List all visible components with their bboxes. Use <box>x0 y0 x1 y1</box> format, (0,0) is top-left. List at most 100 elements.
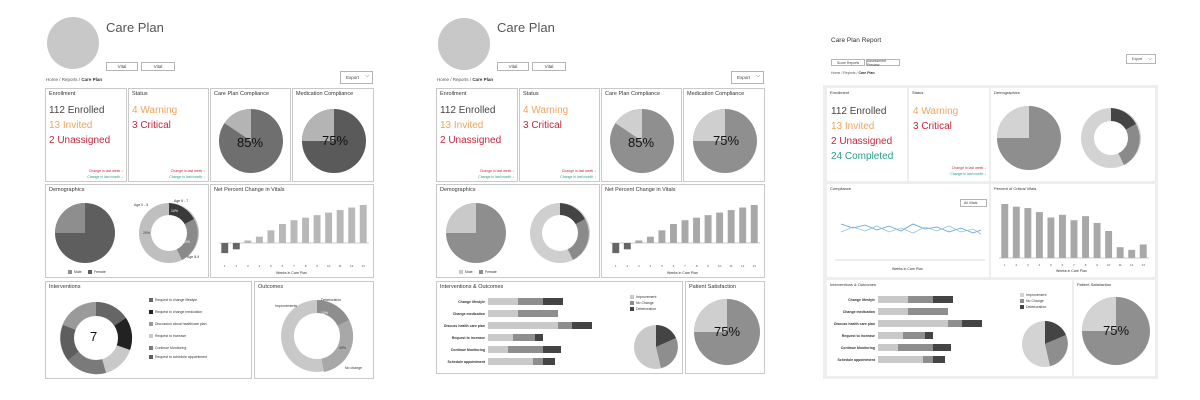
stack-segment <box>923 356 933 363</box>
tick-label: 8 <box>1085 263 1087 267</box>
stack-segment <box>488 358 533 365</box>
bar <box>348 207 356 243</box>
change-week: Change in last week ↓ <box>479 169 514 173</box>
stack-segment <box>488 298 518 305</box>
row-label: Discuss health care plan <box>444 324 485 328</box>
export-label: Export <box>1132 57 1143 61</box>
tick-label: 3 <box>1027 263 1029 267</box>
tick-label: 5 <box>661 264 663 268</box>
tab-vital-1[interactable]: Vital <box>497 62 529 71</box>
row-label: Discuss health care plan <box>834 322 875 326</box>
row-label: Change lifestyle <box>848 298 875 302</box>
enrollment-title: Enrollment <box>830 90 850 95</box>
tick-label: 12 <box>741 264 745 268</box>
stack-segment <box>518 310 558 317</box>
tab-score-reports[interactable]: Score Reports <box>831 59 865 66</box>
stack-segment <box>878 308 908 315</box>
stack-segment <box>925 332 933 339</box>
status-change-week: Change in last week ↓ <box>170 169 205 173</box>
avatar <box>438 18 490 70</box>
chevron-down-icon: ⌵ <box>365 73 369 79</box>
outcomes-label: 40% <box>339 346 347 350</box>
compliance-title: Care Plan Compliance <box>605 91 661 97</box>
vitals-chart: 1 2 3 4 5 6 7 8 9 10 11 12 13 <box>610 205 760 268</box>
tick-label: 13 <box>362 264 366 268</box>
bar <box>716 212 724 243</box>
page-title: Care Plan <box>497 20 555 35</box>
tick-label: 5 <box>1050 263 1052 267</box>
legend-item: Request to increase <box>155 334 187 338</box>
tick-label: 7 <box>293 264 295 268</box>
bar <box>1128 249 1136 258</box>
bar <box>1105 231 1113 258</box>
stack-segment <box>878 332 903 339</box>
bar <box>750 205 758 243</box>
tab-vital-2[interactable]: Vital <box>532 62 566 71</box>
compliance-pie <box>610 109 674 173</box>
stack-segment <box>933 356 945 363</box>
export-button[interactable]: Export ⌵ <box>1126 54 1156 64</box>
bar <box>1012 206 1020 258</box>
bar <box>336 210 344 243</box>
bar <box>302 217 309 243</box>
breadcrumb-home[interactable]: Home <box>437 77 450 82</box>
tick-label: 6 <box>282 264 284 268</box>
tick-label: 6 <box>673 264 675 268</box>
stack-segment <box>572 322 592 329</box>
tab-assessment-preview[interactable]: Assessment Preview <box>866 59 900 67</box>
breadcrumb-home[interactable]: Home <box>831 71 841 75</box>
stack-segment <box>488 334 513 341</box>
vitals-select-label: All Vitals <box>964 201 978 205</box>
compliance-panel: Compliance All Vitals Weeks in Care Plan <box>827 184 989 277</box>
medication-compliance-panel: Medication Compliance 75% <box>683 88 765 182</box>
row-label: Change lifestyle <box>458 300 485 304</box>
legend-item: Request to change medication <box>155 310 203 314</box>
medication-pie <box>302 109 366 173</box>
tick-label: 8 <box>696 264 698 268</box>
tick-label: 4 <box>650 264 652 268</box>
tick-label: 5 <box>270 264 272 268</box>
outcomes-pie <box>1022 321 1068 367</box>
breadcrumb-reports[interactable]: Reports <box>452 77 469 82</box>
tick-label: 3 <box>638 264 640 268</box>
vitals-select[interactable]: All Vitals <box>960 199 987 207</box>
tab-vital-1[interactable]: Vital <box>106 62 138 71</box>
compliance-line-chart <box>835 223 985 261</box>
tick-label: 4 <box>259 264 261 268</box>
critical-count: 3 Critical <box>523 120 562 131</box>
breadcrumb-reports[interactable]: Reports <box>843 71 856 75</box>
stack-segment <box>878 320 948 327</box>
page-title: Care Plan <box>106 20 164 35</box>
tick-label: 2 <box>1015 263 1017 267</box>
age-pct-1: 10% <box>171 209 179 213</box>
vitals-panel: Net Percent Change in Vitals 1 2 3 4 5 6 7 8 9 10… <box>601 184 765 278</box>
patient-satisfaction-panel: Patient Satisfaction 75% <box>685 281 765 374</box>
status-change-month: Change in last month ↓ <box>950 172 986 176</box>
chevron-down-icon: ⌵ <box>1148 56 1152 62</box>
enrollment-title: Enrollment <box>49 91 76 97</box>
export-button[interactable]: Export ⌵ <box>340 71 373 84</box>
bar <box>1070 220 1078 258</box>
breadcrumb-home[interactable]: Home <box>46 77 59 82</box>
age-label-3: Age 8-9 <box>187 255 200 259</box>
legend-item: Request to change lifestyle <box>155 298 198 302</box>
breadcrumb-current: Care Plan <box>858 71 875 75</box>
breadcrumb-reports[interactable]: Reports <box>61 77 78 82</box>
tab-vital-2[interactable]: Vital <box>141 62 175 71</box>
interventions-panel: Interventions 7 Request to change lifest… <box>45 281 252 379</box>
critical-vitals-title: Percent of Critical Vitals <box>994 186 1037 191</box>
status-change-week: Change in last week ↓ <box>951 166 986 170</box>
row-label: Continue Monitoring <box>451 348 485 352</box>
demographics-panel: Demographics Male Female Age 0 - 5 Age 6… <box>45 184 209 278</box>
stack-segment <box>533 358 543 365</box>
outcomes-donut <box>281 300 354 372</box>
chevron-down-icon: ⌵ <box>756 73 760 79</box>
interventions-center-value: 7 <box>90 329 98 344</box>
medication-title: Medication Compliance <box>296 91 354 97</box>
export-button[interactable]: Export ⌵ <box>731 71 764 84</box>
breadcrumb-current: Care Plan <box>472 77 494 82</box>
age-label-1: Age 0 - 5 <box>134 203 149 207</box>
bar <box>290 220 298 243</box>
legend-item: Discussion about healthcare plan <box>155 322 207 326</box>
bar <box>255 236 263 243</box>
